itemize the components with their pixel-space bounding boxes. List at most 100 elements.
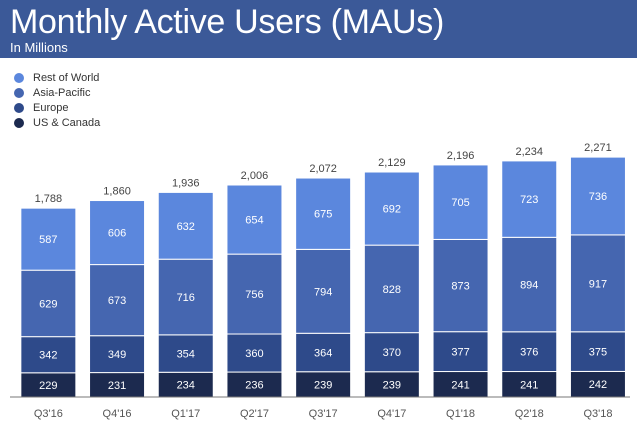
x-tick-label: Q1'18 — [446, 408, 475, 420]
total-label: 2,129 — [378, 157, 406, 169]
bar-segment-asia-pacific-7 — [501, 236, 558, 333]
legend-label: Asia-Pacific — [33, 86, 91, 99]
legend-item: Europe — [14, 100, 100, 115]
bar-segment-rest-of-world-8 — [569, 156, 626, 236]
segment-label: 241 — [520, 379, 538, 391]
chart-title: Monthly Active Users (MAUs) — [10, 3, 444, 41]
legend-item: Asia-Pacific — [14, 85, 100, 100]
segment-label: 675 — [314, 209, 332, 221]
chart-subtitle: In Millions — [10, 40, 68, 55]
total-label: 2,196 — [447, 150, 475, 162]
segment-label: 673 — [108, 295, 126, 307]
segment-label: 377 — [451, 347, 469, 359]
legend-label: Rest of World — [33, 71, 100, 84]
x-tick-label: Q3'18 — [583, 408, 612, 420]
total-label: 1,860 — [103, 186, 131, 198]
x-tick-label: Q3'16 — [34, 408, 63, 420]
bar-segment-rest-of-world-5 — [363, 171, 420, 246]
legend-label: Europe — [33, 101, 69, 114]
segment-label: 794 — [314, 286, 332, 298]
total-label: 2,006 — [241, 170, 269, 182]
segment-label: 354 — [177, 349, 195, 361]
bar-segment-us-canada-4 — [295, 371, 352, 398]
bar-segment-asia-pacific-2 — [157, 258, 214, 336]
segment-label: 241 — [451, 379, 469, 391]
segment-label: 654 — [245, 215, 263, 227]
legend-swatch-icon — [14, 117, 24, 128]
total-label: 2,234 — [515, 146, 543, 158]
bar-segment-rest-of-world-0 — [20, 207, 77, 271]
bar-segment-rest-of-world-4 — [295, 177, 352, 250]
segment-label: 917 — [589, 278, 607, 290]
x-tick-label: Q4'16 — [103, 408, 132, 420]
bar-segment-europe-0 — [20, 336, 77, 374]
segment-label: 360 — [245, 348, 263, 360]
segment-label: 375 — [589, 347, 607, 359]
header-banner: Monthly Active Users (MAUs) In Millions — [0, 0, 637, 58]
total-label: 2,072 — [309, 163, 337, 175]
bar-segment-rest-of-world-7 — [501, 160, 558, 238]
segment-label: 239 — [383, 379, 401, 391]
bar-segment-europe-3 — [226, 333, 283, 373]
legend: Rest of World Asia-Pacific Europe US & Cana… — [14, 70, 100, 130]
segment-label: 756 — [245, 289, 263, 301]
x-tick-label: Q3'17 — [309, 408, 338, 420]
segment-label: 873 — [451, 281, 469, 293]
segment-label: 587 — [39, 234, 57, 246]
segment-label: 716 — [177, 292, 195, 304]
bar-segment-asia-pacific-1 — [89, 264, 146, 337]
bar-segment-us-canada-6 — [432, 371, 489, 398]
segment-label: 692 — [383, 204, 401, 216]
bar-segment-europe-4 — [295, 332, 352, 373]
segment-label: 229 — [39, 380, 57, 392]
segment-label: 236 — [245, 380, 263, 392]
legend-item: US & Canada — [14, 115, 100, 130]
segment-label: 632 — [177, 221, 195, 233]
total-label: 1,936 — [172, 177, 200, 189]
bar-segment-europe-6 — [432, 331, 489, 373]
segment-label: 723 — [520, 194, 538, 206]
bar-segment-rest-of-world-6 — [432, 164, 489, 240]
segment-label: 234 — [177, 380, 195, 392]
x-tick-label: Q2'17 — [240, 408, 269, 420]
segment-label: 239 — [314, 379, 332, 391]
segment-label: 370 — [383, 347, 401, 359]
segment-label: 231 — [108, 380, 126, 392]
segment-label: 705 — [451, 197, 469, 209]
total-label: 2,271 — [584, 142, 612, 154]
bar-segment-asia-pacific-5 — [363, 244, 420, 334]
x-tick-label: Q4'17 — [377, 408, 406, 420]
segment-label: 828 — [383, 284, 401, 296]
legend-item: Rest of World — [14, 70, 100, 85]
bar-segment-us-canada-7 — [501, 371, 558, 398]
bar-segment-rest-of-world-3 — [226, 184, 283, 255]
total-label: 1,788 — [35, 193, 63, 205]
bar-segment-asia-pacific-6 — [432, 238, 489, 333]
bar-segment-asia-pacific-4 — [295, 248, 352, 334]
segment-label: 364 — [314, 348, 332, 360]
segment-label: 629 — [39, 298, 57, 310]
legend-swatch-icon — [14, 72, 24, 83]
bar-segment-us-canada-8 — [569, 370, 626, 398]
bar-segment-rest-of-world-2 — [157, 191, 214, 260]
legend-swatch-icon — [14, 102, 24, 113]
segment-label: 242 — [589, 379, 607, 391]
bar-segment-europe-5 — [363, 332, 420, 373]
segment-label: 342 — [39, 350, 57, 362]
segment-label: 349 — [108, 349, 126, 361]
bar-segment-us-canada-0 — [20, 372, 77, 398]
bar-segment-rest-of-world-1 — [89, 200, 146, 266]
segment-label: 606 — [108, 228, 126, 240]
segment-label: 736 — [589, 191, 607, 203]
segment-label: 376 — [520, 347, 538, 359]
bar-segment-asia-pacific-3 — [226, 253, 283, 335]
bar-segment-europe-1 — [89, 335, 146, 374]
x-tick-label: Q1'17 — [171, 408, 200, 420]
bar-segment-us-canada-3 — [226, 371, 283, 398]
bar-segment-asia-pacific-8 — [569, 234, 626, 333]
x-tick-label: Q2'18 — [515, 408, 544, 420]
bar-segment-europe-7 — [501, 331, 558, 373]
legend-label: US & Canada — [33, 116, 101, 129]
legend-swatch-icon — [14, 87, 24, 98]
